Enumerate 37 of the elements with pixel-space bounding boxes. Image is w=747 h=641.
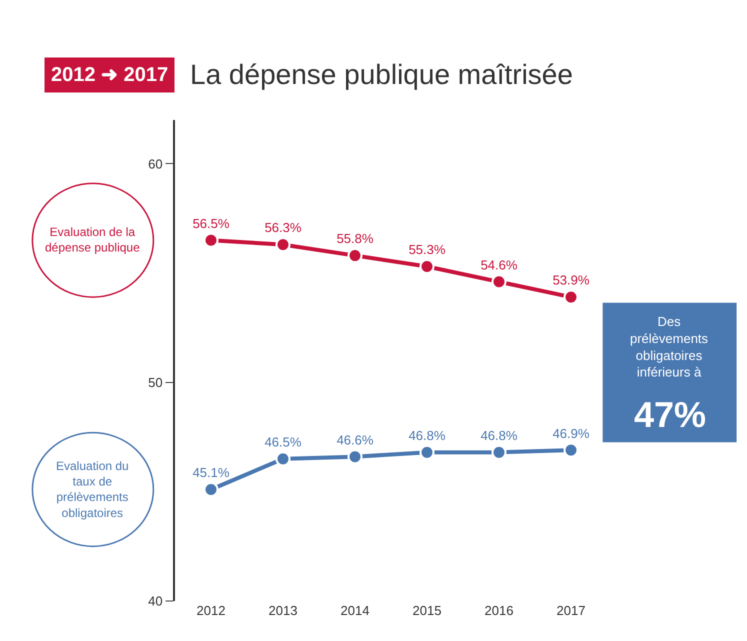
point [564,442,578,458]
point [492,444,506,460]
data-label: 46.9% [552,426,590,441]
point [420,444,434,460]
point [204,232,218,248]
data-label: 46.8% [480,428,518,443]
y-tick-label: 50 [148,374,163,390]
point [204,482,218,497]
data-label: 46.6% [336,432,374,448]
point [276,451,290,466]
x-tick-label: 2014 [340,603,370,618]
y-tick-label: 60 [148,156,163,172]
data-label: 54.6% [480,257,518,272]
text: Evaluation du taux de prélèvements obligatoires [56,459,129,520]
point [492,274,506,290]
x-tick-label: 2016 [484,603,514,618]
chart-subtitle: 2012 ➜ 2017 [51,64,168,86]
y-tick-label: 40 [148,594,163,609]
point [276,237,290,252]
data-label: 56.5% [192,216,230,231]
data-label: 56.3% [264,220,302,236]
text: Des prélèvements obligatoires inférieurs à [630,314,709,380]
data-label: 55.3% [408,242,446,258]
data-label: 55.8% [336,231,374,246]
x-tick-label: 2015 [412,603,442,618]
text: Evaluation de la dépense publique [45,225,140,255]
data-label: 45.1% [192,465,230,480]
data-label: 46.5% [264,434,302,450]
point [564,290,578,305]
data-label: 53.9% [552,272,590,288]
x-tick-label: 2012 [196,603,226,618]
text: 47% [634,394,706,435]
x-tick-label: 2013 [268,603,298,618]
data-label: 46.8% [408,428,446,443]
point [348,449,362,464]
x-tick-label: 2017 [556,603,586,618]
chart-title: La dépense publique maîtrisée [190,59,573,90]
